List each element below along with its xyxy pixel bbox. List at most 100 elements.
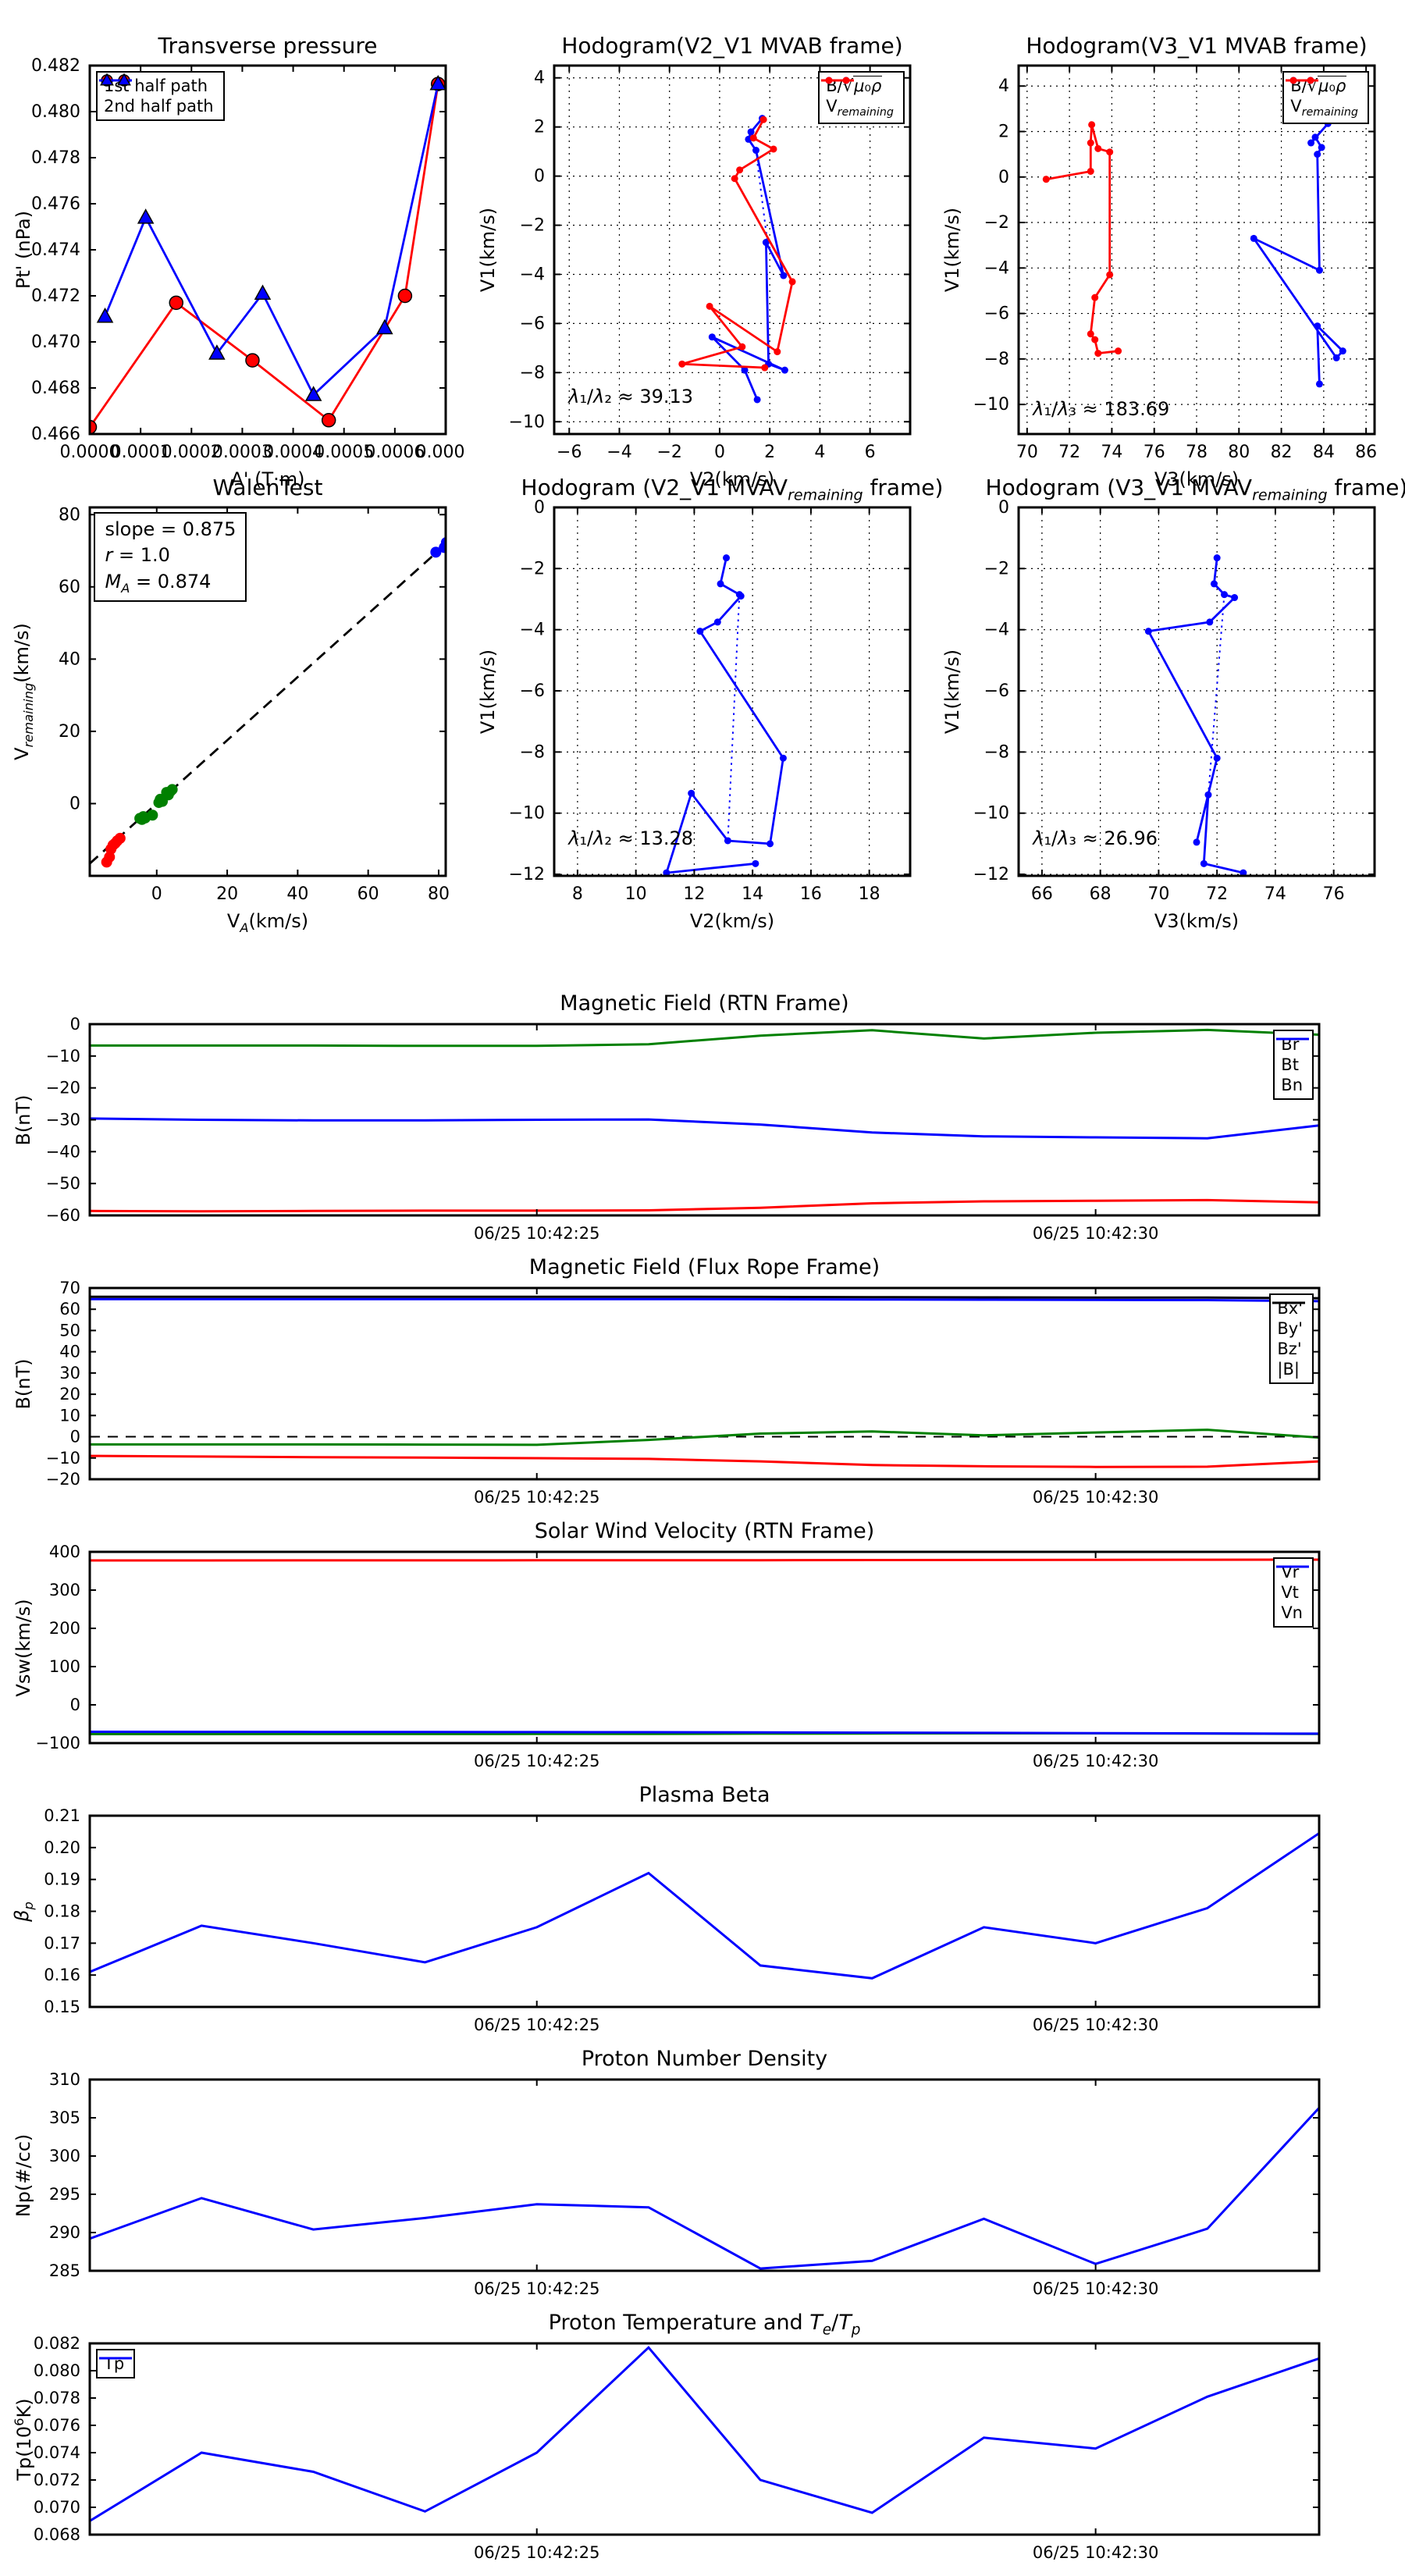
svg-text:76: 76 xyxy=(1144,443,1165,462)
markers-2nd half path xyxy=(96,75,446,401)
y-axis-label: Tp(106K) xyxy=(12,2397,35,2481)
svg-text:−4: −4 xyxy=(984,621,1009,640)
legend: Bx' By' Bz' |B| xyxy=(1269,1293,1314,1384)
svg-text:0.076: 0.076 xyxy=(34,2416,80,2435)
series-group xyxy=(90,1832,1319,1980)
svg-text:−10: −10 xyxy=(46,1449,80,1468)
chart-canvas: 0.00000.00010.00020.00030.00040.00050.00… xyxy=(31,56,464,462)
svg-text:0: 0 xyxy=(70,1015,80,1034)
svg-text:06/25 10:42:30: 06/25 10:42:30 xyxy=(1033,2279,1159,2298)
chart-canvas: 06/25 10:42:25 06/25 10:42:30 400 300 200 100… xyxy=(35,1542,1321,1770)
svg-text:40: 40 xyxy=(286,884,308,904)
svg-text:0.480: 0.480 xyxy=(31,102,80,122)
gridlines xyxy=(1019,507,1375,876)
markers-first interval points xyxy=(101,832,126,868)
svg-text:−8: −8 xyxy=(520,363,545,382)
svg-text:0.078: 0.078 xyxy=(34,2389,80,2407)
svg-text:20: 20 xyxy=(216,884,238,904)
svg-text:0.0004: 0.0004 xyxy=(263,443,323,462)
series-Bn xyxy=(90,1117,1319,1140)
svg-text:70: 70 xyxy=(1016,443,1038,462)
legend-item: Tp xyxy=(99,2354,132,2373)
legend-label: Vremaining xyxy=(826,97,894,119)
legend-item: Bz' xyxy=(1272,1301,1306,1358)
svg-text:0.15: 0.15 xyxy=(44,1998,80,2016)
svg-text:84: 84 xyxy=(1313,443,1335,462)
ticks: 0.00000.00010.00020.00030.00040.00050.00… xyxy=(31,56,464,462)
chart-title: Solar Wind Velocity (RTN Frame) xyxy=(534,1519,875,1543)
svg-text:76: 76 xyxy=(1323,884,1345,904)
annotation: λ₁/λ₂ ≈ 39.13 xyxy=(568,386,694,407)
svg-text:68: 68 xyxy=(1090,884,1112,904)
svg-text:06/25 10:42:25: 06/25 10:42:25 xyxy=(474,1752,600,1770)
series-1st half path xyxy=(90,84,439,428)
svg-text:−10: −10 xyxy=(509,412,545,432)
markers-1st half path xyxy=(90,76,446,434)
x-axis-label: A' (T·m) xyxy=(230,468,305,490)
svg-text:0.0002: 0.0002 xyxy=(162,443,222,462)
svg-text:0.082: 0.082 xyxy=(34,2334,80,2353)
svg-text:0.470: 0.470 xyxy=(31,333,80,352)
series-V hodogram xyxy=(1147,557,1244,874)
svg-text:285: 285 xyxy=(49,2261,80,2280)
series-group xyxy=(663,554,787,876)
legend: 1st half path 2nd half path xyxy=(96,71,225,121)
panel-magnetic-field-flux-rope: 06/25 10:42:25 06/25 10:42:30 70 60 50 40 30 20… xyxy=(0,1244,1405,1507)
svg-text:72: 72 xyxy=(1058,443,1080,462)
panel-proton-number-density: 06/25 10:42:25 06/25 10:42:30 310 305 300 295… xyxy=(0,2036,1405,2298)
svg-text:0.0003: 0.0003 xyxy=(212,443,272,462)
svg-text:74: 74 xyxy=(1101,443,1122,462)
svg-text:82: 82 xyxy=(1271,443,1293,462)
ticks: 06/25 10:42:25 06/25 10:42:30 0.21 0.20 0.19… xyxy=(44,1806,1319,2034)
panel-walen-test: 0 20 40 60 80 0 20 40 60 80 WalenTest Vremaining(… xyxy=(0,451,464,935)
svg-text:0: 0 xyxy=(998,168,1009,187)
svg-text:−50: −50 xyxy=(46,1174,80,1193)
axes-frame xyxy=(553,506,912,877)
svg-text:06/25 10:42:25: 06/25 10:42:25 xyxy=(474,2016,600,2034)
svg-text:0.16: 0.16 xyxy=(44,1966,80,1984)
panel-hodogram-v2v1-mvab: −6 −4 −2 0 2 4 6 4 2 0 −2 −4 −6 −8 −10 Hodogram(V2_V1 … xyxy=(464,12,929,490)
svg-text:−20: −20 xyxy=(46,1079,80,1098)
series-group xyxy=(1042,119,1346,388)
legend-swatch-icon xyxy=(99,2357,132,2360)
svg-text:−2: −2 xyxy=(656,443,681,462)
svg-text:−2: −2 xyxy=(520,559,545,578)
annotation: λ₁/λ₂ ≈ 13.28 xyxy=(568,827,694,849)
series-fit line xyxy=(90,543,446,865)
legend-item: Vn xyxy=(1276,1565,1310,1622)
ticks: 0 20 40 60 80 0 20 40 60 80 xyxy=(59,505,450,904)
svg-text:−10: −10 xyxy=(509,804,545,824)
svg-text:2: 2 xyxy=(764,443,775,462)
ticks: 06/25 10:42:25 06/25 10:42:30 0.082 0.080 0.… xyxy=(34,2334,1319,2562)
svg-text:30: 30 xyxy=(59,1364,80,1382)
svg-text:86: 86 xyxy=(1355,443,1377,462)
svg-text:10: 10 xyxy=(625,884,647,904)
svg-text:06/25 10:42:30: 06/25 10:42:30 xyxy=(1033,1224,1159,1243)
svg-text:300: 300 xyxy=(49,1581,80,1599)
gridlines xyxy=(554,507,910,876)
chart-canvas: 06/25 10:42:25 06/25 10:42:30 70 60 50 40 30 20… xyxy=(46,1279,1321,1507)
axes-frame xyxy=(88,1550,1321,1745)
ticks: 70 72 74 76 78 80 82 84 86 4 2 0 −2 −4 −6 −8 −10 xyxy=(973,66,1377,462)
svg-text:78: 78 xyxy=(1186,443,1208,462)
legend-label: Bn xyxy=(1281,1076,1303,1094)
series-group xyxy=(678,115,796,404)
svg-text:06/25 10:42:25: 06/25 10:42:25 xyxy=(474,2543,600,2562)
chart-title: WalenTest xyxy=(212,475,323,500)
svg-text:−2: −2 xyxy=(984,559,1009,578)
svg-text:−8: −8 xyxy=(520,742,545,762)
svg-text:−40: −40 xyxy=(46,1142,80,1161)
chart-title: Hodogram(V3_V1 MVAB frame) xyxy=(1026,33,1368,59)
svg-text:0: 0 xyxy=(998,498,1009,518)
svg-text:66: 66 xyxy=(1031,884,1053,904)
chart-title: Plasma Beta xyxy=(638,1783,770,1807)
axes-frame xyxy=(1017,506,1376,877)
svg-text:0: 0 xyxy=(70,1695,80,1714)
series-group xyxy=(90,2107,1319,2270)
gridlines xyxy=(554,66,910,434)
chart-title: Proton Temperature and Te/Tp xyxy=(548,2311,861,2339)
svg-text:2: 2 xyxy=(998,122,1009,141)
series-B/sqrt(mu0 rho) xyxy=(711,117,785,400)
annotation: λ₁/λ₃ ≈ 26.96 xyxy=(1033,827,1158,849)
svg-text:0.482: 0.482 xyxy=(31,56,80,76)
